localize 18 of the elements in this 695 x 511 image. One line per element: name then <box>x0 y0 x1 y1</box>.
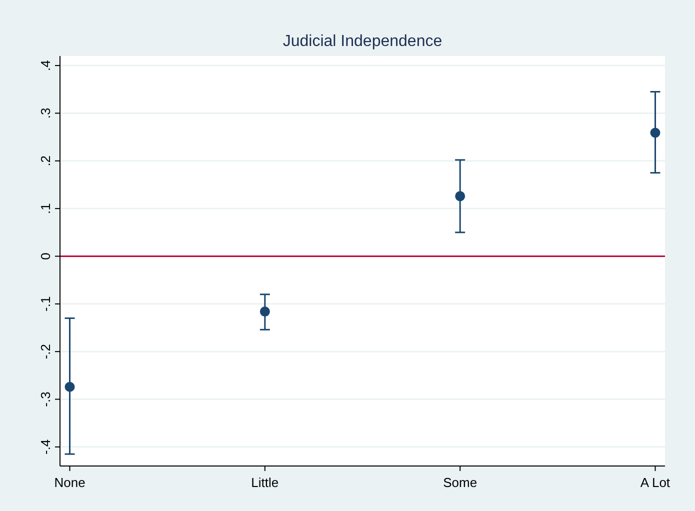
y-tick-label: 0 <box>38 252 53 260</box>
y-tick-label: .1 <box>38 203 53 214</box>
point <box>455 191 466 202</box>
x-tick-label: None <box>54 475 86 490</box>
x-tick-label: Some <box>443 475 478 490</box>
y-tick-label: .3 <box>38 108 53 119</box>
y-tick-label: .4 <box>38 60 53 71</box>
point <box>64 382 75 392</box>
chart-title: Judicial Independence <box>282 33 442 50</box>
y-tick-label: -.2 <box>38 344 53 360</box>
x-tick-label: A Lot <box>640 475 670 490</box>
x-tick-label: Little <box>251 475 279 490</box>
y-tick-label: .2 <box>38 155 53 166</box>
y-tick-label: -.3 <box>38 392 53 407</box>
point <box>650 128 660 138</box>
y-tick-label: -.1 <box>38 296 53 312</box>
y-tick-label: -.4 <box>38 439 53 455</box>
point <box>260 306 270 317</box>
